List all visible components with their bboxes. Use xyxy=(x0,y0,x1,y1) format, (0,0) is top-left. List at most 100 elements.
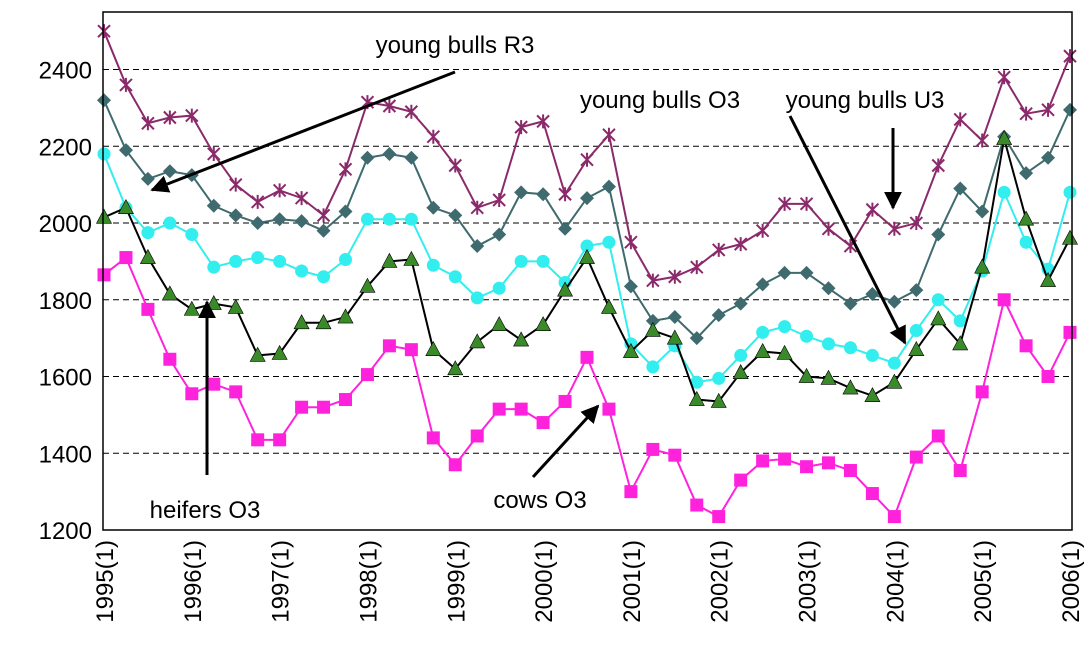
point xyxy=(558,187,572,202)
point xyxy=(228,208,243,223)
series xyxy=(95,129,1079,408)
point xyxy=(756,325,770,339)
point xyxy=(820,369,837,385)
point xyxy=(776,344,793,360)
point xyxy=(646,273,660,288)
point xyxy=(578,248,596,264)
point xyxy=(382,99,397,114)
point xyxy=(514,185,529,200)
point xyxy=(207,377,221,391)
point xyxy=(426,258,440,272)
point xyxy=(865,287,880,302)
point xyxy=(952,335,969,351)
point xyxy=(447,360,464,376)
point xyxy=(580,152,594,167)
point xyxy=(1063,102,1077,117)
point xyxy=(163,216,177,230)
point xyxy=(908,341,925,356)
point xyxy=(338,204,353,219)
series xyxy=(97,251,1077,524)
point xyxy=(557,281,574,297)
point xyxy=(623,279,638,294)
point xyxy=(185,228,199,242)
point xyxy=(536,187,551,202)
point xyxy=(425,341,442,356)
point xyxy=(97,147,111,161)
y-tick-label: 2400 xyxy=(39,58,92,85)
point xyxy=(755,223,770,238)
point xyxy=(930,310,947,326)
point xyxy=(251,433,265,447)
point xyxy=(514,402,528,416)
point xyxy=(317,270,331,284)
point xyxy=(271,344,288,360)
point xyxy=(712,242,726,257)
plot-frame xyxy=(102,11,1073,531)
point xyxy=(470,200,484,215)
point xyxy=(755,277,770,292)
point xyxy=(360,212,374,226)
point xyxy=(294,191,309,206)
x-tick-label: 2005(1) xyxy=(970,540,997,623)
x-tick-label: 2004(1) xyxy=(882,540,909,623)
point xyxy=(690,260,704,275)
y-tick-label: 2000 xyxy=(39,211,92,238)
point xyxy=(600,298,617,314)
y-tick-label: 1600 xyxy=(39,365,92,392)
series xyxy=(97,147,1077,389)
point xyxy=(448,458,462,472)
x-tick-label: 1995(1) xyxy=(92,540,119,623)
point xyxy=(1018,210,1035,226)
point xyxy=(1041,150,1056,165)
point xyxy=(185,387,199,401)
x-tick-label: 1998(1) xyxy=(355,540,382,623)
point xyxy=(382,339,396,353)
point xyxy=(95,208,113,224)
point xyxy=(580,191,594,206)
point xyxy=(624,485,638,499)
y-tick-label: 2200 xyxy=(39,134,92,161)
point xyxy=(799,265,814,280)
x-tick-label: 2002(1) xyxy=(707,540,734,623)
point xyxy=(931,293,945,307)
point xyxy=(273,433,287,447)
point xyxy=(250,194,265,209)
point xyxy=(711,308,726,323)
x-tick-label: 2000(1) xyxy=(531,540,558,623)
point xyxy=(1019,106,1033,121)
point xyxy=(909,283,924,298)
point xyxy=(316,208,331,223)
point xyxy=(272,212,287,227)
point xyxy=(602,402,616,416)
point xyxy=(273,254,287,268)
point xyxy=(119,77,133,92)
annotation: young bulls U3 xyxy=(786,87,945,114)
point xyxy=(448,270,462,284)
point xyxy=(887,294,902,309)
x-tick-label: 2001(1) xyxy=(619,540,646,623)
point xyxy=(975,385,989,399)
point xyxy=(688,390,705,406)
point xyxy=(865,348,879,362)
point xyxy=(294,214,309,229)
point xyxy=(317,400,331,414)
annotation: cows O3 xyxy=(493,487,586,514)
point xyxy=(778,320,792,334)
point xyxy=(513,331,530,347)
point xyxy=(975,133,989,148)
point xyxy=(997,293,1011,307)
point xyxy=(822,337,835,351)
point xyxy=(448,208,463,223)
point xyxy=(1040,271,1057,287)
point xyxy=(800,329,814,343)
point xyxy=(733,237,748,252)
point xyxy=(492,281,506,295)
point xyxy=(249,346,266,362)
point xyxy=(514,254,528,268)
point xyxy=(843,341,857,355)
point xyxy=(644,321,661,337)
point xyxy=(997,70,1011,85)
point xyxy=(690,498,704,512)
